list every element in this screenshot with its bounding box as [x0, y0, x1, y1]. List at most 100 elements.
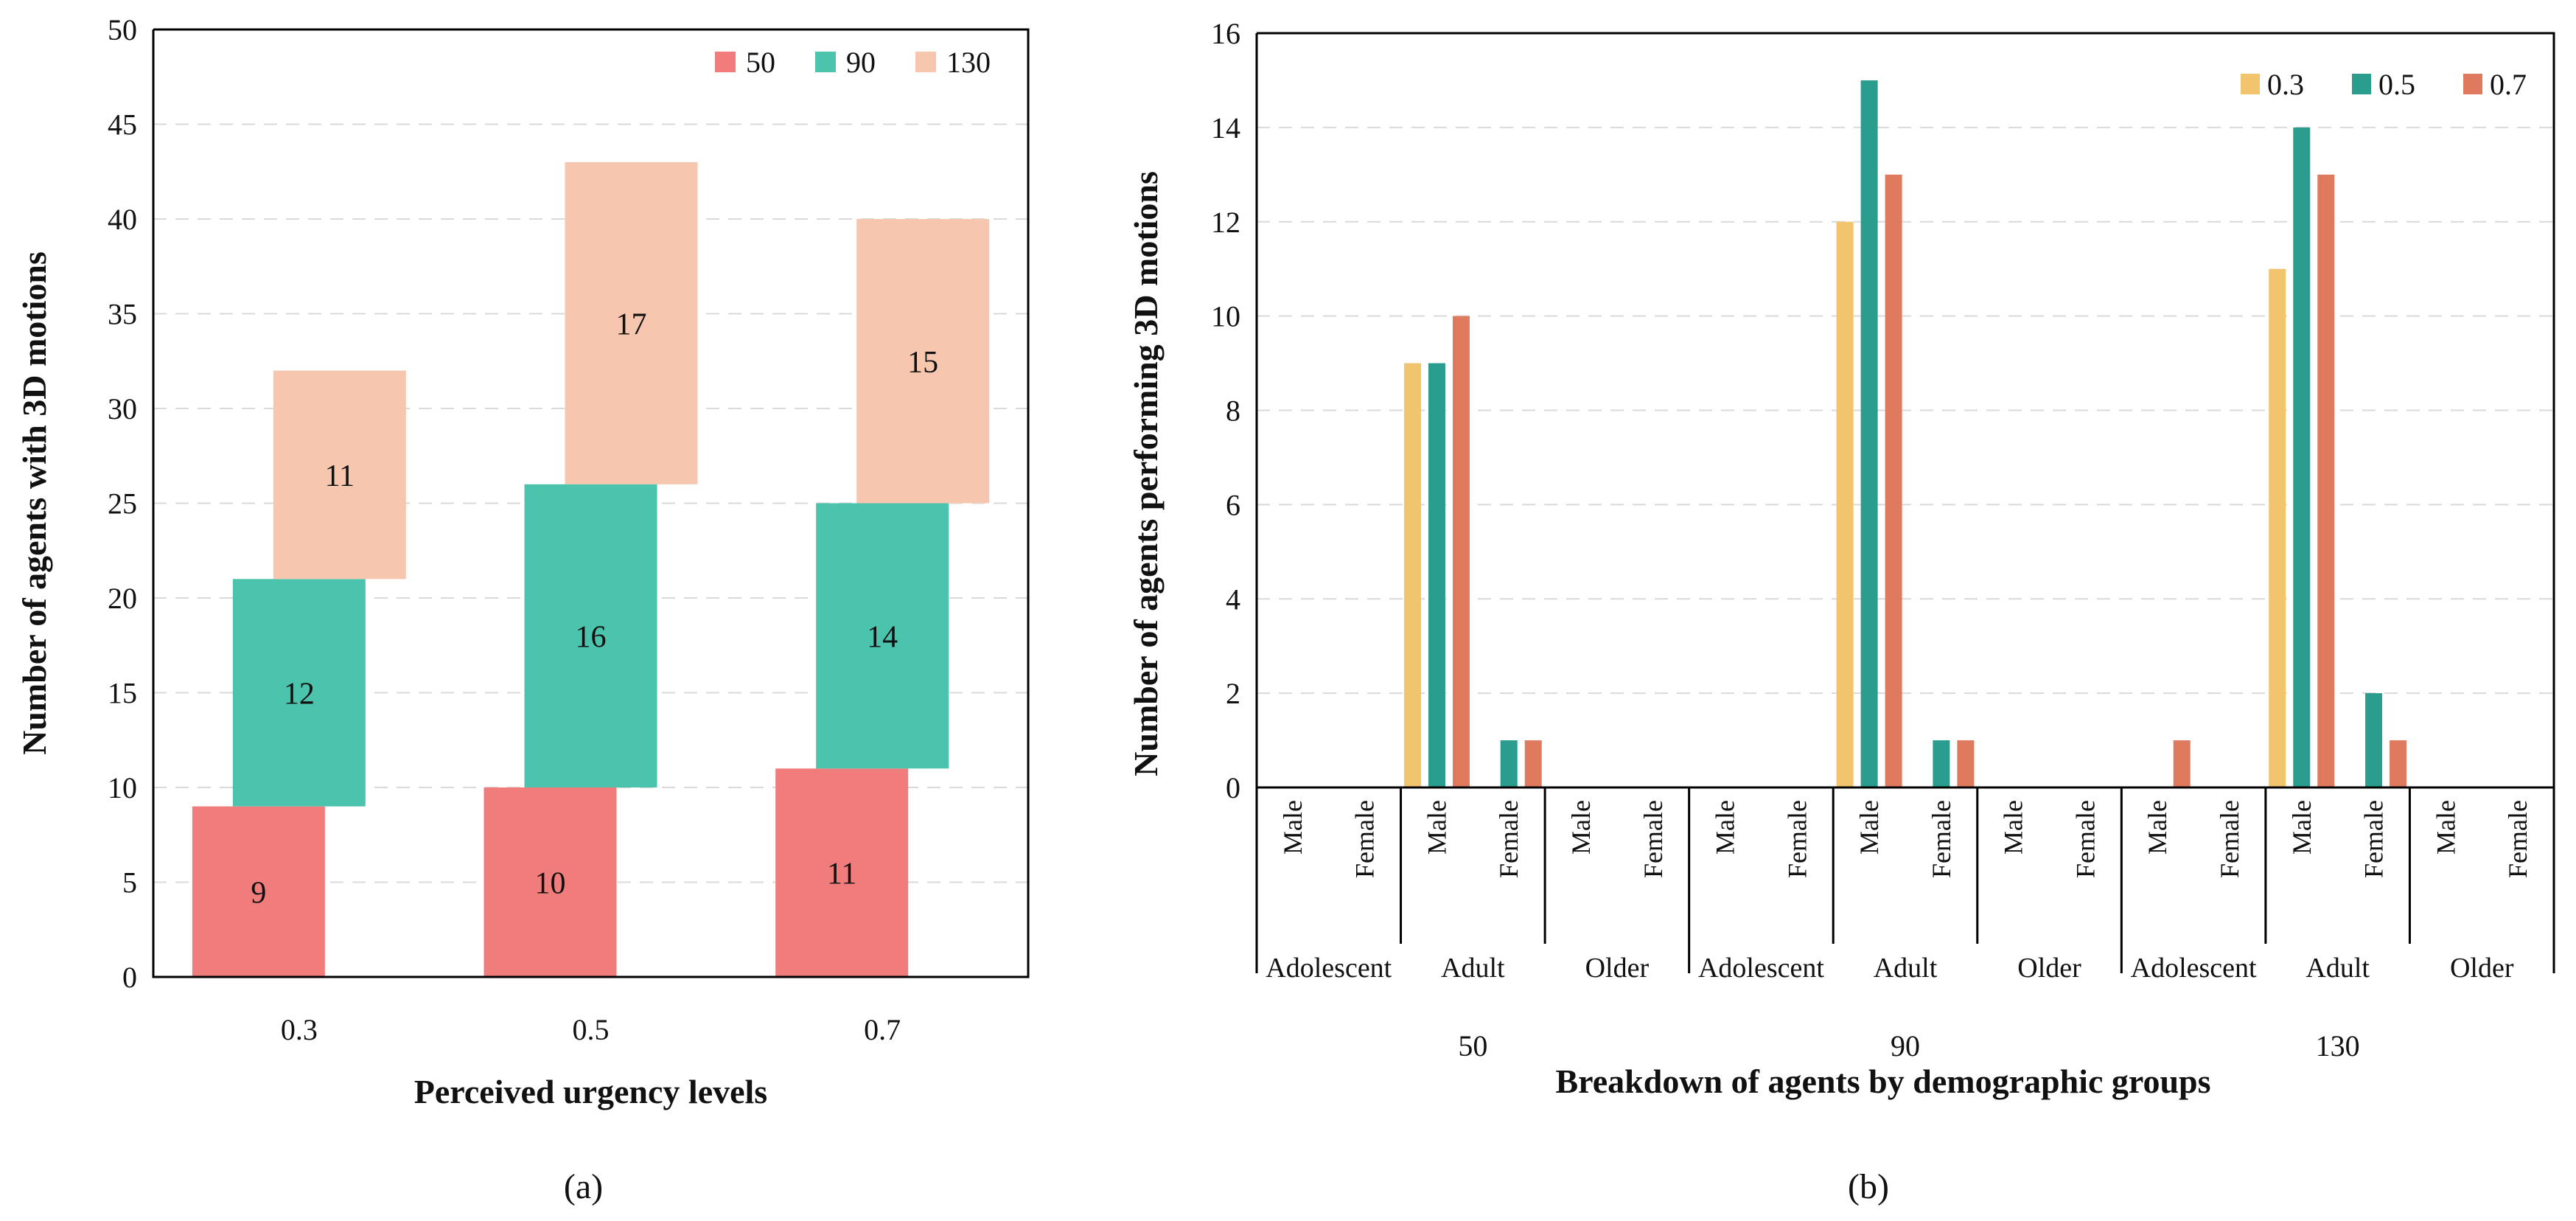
a-legend-swatch	[715, 52, 736, 72]
b-bar-0.5	[2293, 127, 2311, 787]
b-bar-0.3	[1836, 221, 1854, 787]
b-bar-0.5	[1428, 363, 1445, 787]
b-age-group-label: Adult	[2306, 953, 2370, 984]
b-age-group-label: Adult	[1874, 953, 1938, 984]
a-bar-90	[524, 484, 657, 787]
b-bar-0.7	[1452, 316, 1470, 787]
b-y-tick-label: 2	[1226, 677, 1240, 710]
a-y-tick-label: 10	[108, 771, 137, 804]
b-gender-label: Female	[1494, 800, 1523, 878]
a-y-tick-label: 25	[108, 487, 137, 521]
b-gender-label: Male	[1999, 800, 2028, 855]
b-legend-swatch	[2241, 74, 2260, 94]
b-y-tick-label: 0	[1226, 771, 1240, 804]
b-gender-label: Female	[1638, 800, 1668, 878]
b-age-group-label: Older	[2017, 953, 2081, 984]
a-legend-swatch	[915, 52, 936, 72]
a-y-tick-label: 0	[122, 961, 137, 994]
b-age-group-label: Adult	[1441, 953, 1505, 984]
b-bars	[1403, 80, 2407, 787]
b-legend-label: 0.7	[2490, 68, 2527, 101]
a-legend-label: 90	[846, 46, 876, 79]
b-y-tick-labels: 0 2 4 6 8 10 12 14 16	[1211, 17, 1240, 804]
a-x-tick-label: 0.7	[864, 1013, 901, 1046]
b-legend-label: 0.3	[2267, 68, 2304, 101]
a-y-tick-label: 50	[108, 13, 137, 46]
b-gender-label: Female	[1927, 800, 1956, 878]
a-bar-value-label: 10	[535, 867, 566, 901]
b-x-axis-title: Breakdown of agents by demographic group…	[1555, 1062, 2210, 1100]
b-y-tick-label: 8	[1226, 394, 1240, 428]
a-y-tick-label: 5	[122, 866, 137, 900]
a-bar-value-label: 12	[284, 678, 315, 712]
b-bar-0.7	[2390, 740, 2407, 787]
b-gender-label: Male	[1278, 800, 1308, 855]
b-age-group-label: Older	[2450, 953, 2514, 984]
b-gender-label: Male	[2431, 800, 2460, 855]
b-y-tick-label: 12	[1211, 206, 1240, 239]
b-bar-0.7	[1885, 174, 1902, 787]
a-bar-50	[484, 787, 617, 977]
b-gender-label: Male	[2287, 800, 2317, 855]
b-bar-0.7	[1524, 740, 1542, 787]
a-y-tick-label: 30	[108, 392, 137, 425]
b-gender-label: Female	[2215, 800, 2244, 878]
a-bar-value-label: 14	[867, 620, 898, 654]
b-group-label: 130	[2316, 1029, 2360, 1062]
b-gender-label: Female	[1782, 800, 1812, 878]
a-y-axis-title: Number of agents with 3D motions	[15, 251, 53, 755]
b-bar-0.7	[2173, 740, 2191, 787]
a-bar-90	[816, 503, 949, 769]
b-bar-0.5	[1860, 80, 1878, 787]
a-legend-label: 130	[946, 46, 991, 79]
chart-a: 9 12 11 10 16 17 11 14 15 0 5 10 15 20 25 30 35 40 45 50 0…	[15, 13, 1030, 1206]
a-y-tick-labels: 0 5 10 15 20 25 30 35 40 45 50	[108, 13, 137, 994]
a-bar-value-label: 11	[827, 858, 856, 891]
b-legend: 0.3 0.5 0.7	[2241, 68, 2527, 101]
b-gender-label: Female	[2503, 800, 2533, 878]
b-y-tick-label: 6	[1226, 488, 1240, 521]
b-gender-label: Female	[1350, 800, 1380, 878]
b-gender-label: Male	[2143, 800, 2172, 855]
b-gender-label: Male	[1422, 800, 1451, 855]
b-bar-0.3	[1403, 363, 1421, 787]
a-y-tick-label: 40	[108, 203, 137, 236]
b-age-group-label: Older	[1585, 953, 1650, 984]
b-gender-label: Male	[1566, 800, 1596, 855]
b-bar-0.5	[2365, 693, 2383, 787]
b-bar-0.7	[2317, 174, 2335, 787]
b-caption: (b)	[1848, 1167, 1889, 1206]
a-x-tick-labels: 0.3 0.5 0.7	[281, 1013, 901, 1046]
chart-b: 0 2 4 6 8 10 12 14 16 Male Female Male Female Male Fe…	[1127, 17, 2555, 1206]
b-group-label: 90	[1891, 1029, 1920, 1062]
b-group-label: 50	[1458, 1029, 1487, 1062]
a-bar-130	[565, 161, 698, 484]
b-y-tick-label: 4	[1226, 582, 1240, 616]
a-y-tick-label: 15	[108, 677, 137, 710]
a-bars	[192, 161, 990, 977]
a-bar-value-label: 11	[325, 459, 355, 493]
a-bar-value-label: 17	[616, 307, 647, 341]
b-y-tick-label: 14	[1211, 111, 1240, 145]
b-y-axis-title: Number of agents performing 3D motions	[1127, 171, 1165, 776]
a-y-tick-label: 20	[108, 582, 137, 615]
a-bar-value-label: 15	[907, 346, 938, 380]
b-gender-label: Male	[1854, 800, 1884, 855]
a-bar-50	[775, 768, 909, 977]
b-legend-swatch	[2352, 74, 2371, 94]
a-legend-swatch	[815, 52, 836, 72]
a-x-axis-title: Perceived urgency levels	[414, 1073, 767, 1110]
b-legend-label: 0.5	[2378, 68, 2415, 101]
a-bar-90	[232, 579, 366, 807]
b-bar-0.3	[2269, 268, 2286, 787]
b-bar-0.5	[1933, 740, 1950, 787]
a-bar-labels: 9 12 11 10 16 17 11 14 15	[251, 307, 938, 910]
b-bar-0.5	[1500, 740, 1518, 787]
b-legend-swatch	[2463, 74, 2482, 94]
b-age-group-label: Adolescent	[2131, 953, 2257, 984]
b-age-group-label: Adolescent	[1266, 953, 1392, 984]
a-caption: (a)	[564, 1167, 603, 1206]
b-age-group-label: Adolescent	[1698, 953, 1824, 984]
b-category-axis: Male Female Male Female Male Female Male Female…	[1255, 787, 2555, 1062]
